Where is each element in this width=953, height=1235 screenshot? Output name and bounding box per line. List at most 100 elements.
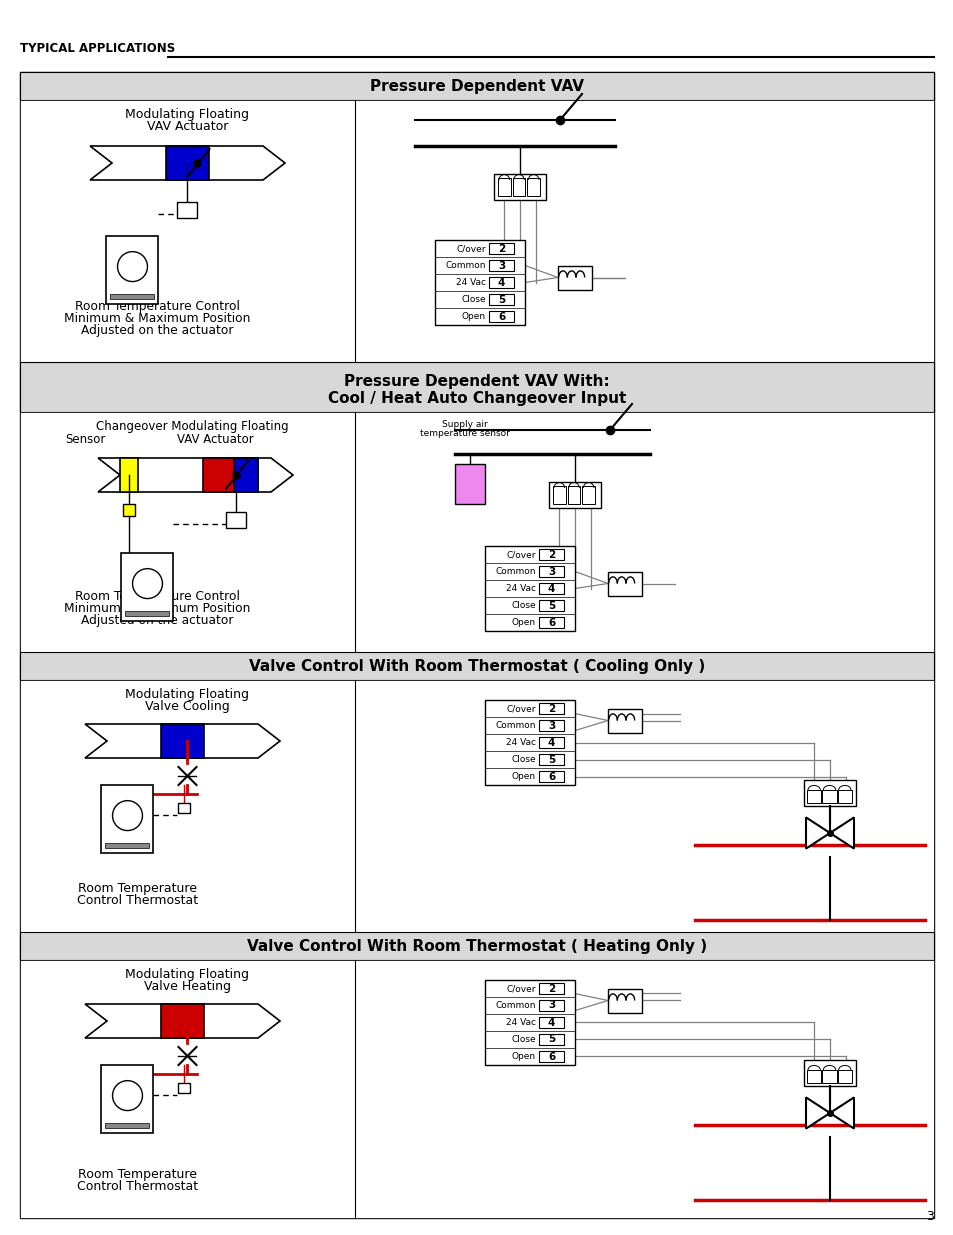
Text: Minimum & Maximum Position: Minimum & Maximum Position xyxy=(64,312,251,325)
Bar xyxy=(111,294,154,299)
Text: 5: 5 xyxy=(497,294,505,305)
Bar xyxy=(558,266,592,289)
Text: Adjusted on the actuator: Adjusted on the actuator xyxy=(81,614,233,627)
Text: 4: 4 xyxy=(547,1018,555,1028)
Text: Valve Cooling: Valve Cooling xyxy=(145,700,230,713)
Text: Cool / Heat Auto Changeover Input: Cool / Heat Auto Changeover Input xyxy=(328,390,625,405)
Bar xyxy=(20,960,933,1218)
Bar xyxy=(435,240,524,325)
Bar xyxy=(538,566,563,578)
Bar xyxy=(527,178,539,196)
Text: C/over: C/over xyxy=(506,984,536,993)
Bar xyxy=(20,412,933,652)
Text: Common: Common xyxy=(445,261,485,270)
Polygon shape xyxy=(829,818,853,848)
Text: Minimum & Maximum Position: Minimum & Maximum Position xyxy=(64,601,251,615)
Text: 3: 3 xyxy=(547,567,555,577)
Text: 24 Vac: 24 Vac xyxy=(505,1018,536,1028)
Bar xyxy=(123,504,135,516)
Polygon shape xyxy=(85,1004,280,1037)
Bar xyxy=(20,652,933,680)
Text: 4: 4 xyxy=(547,583,555,594)
Polygon shape xyxy=(805,1098,829,1129)
Bar xyxy=(106,1123,150,1128)
Bar xyxy=(538,1051,563,1062)
Text: 3: 3 xyxy=(547,720,555,730)
Text: Room Temperature: Room Temperature xyxy=(78,1168,196,1181)
Bar xyxy=(806,1070,821,1083)
Text: Valve Heating: Valve Heating xyxy=(144,981,231,993)
Bar xyxy=(203,458,258,492)
Text: Pressure Dependent VAV With:: Pressure Dependent VAV With: xyxy=(344,373,609,389)
Text: Close: Close xyxy=(511,1035,536,1044)
Bar xyxy=(803,1060,855,1086)
Bar xyxy=(607,572,641,595)
Bar xyxy=(484,546,575,631)
Bar xyxy=(837,790,851,803)
Bar xyxy=(20,362,933,412)
Bar xyxy=(101,1065,153,1132)
Polygon shape xyxy=(98,458,293,492)
Text: 2: 2 xyxy=(497,243,505,253)
Text: C/over: C/over xyxy=(506,704,536,713)
Text: Supply air: Supply air xyxy=(441,420,487,429)
Text: TYPICAL APPLICATIONS: TYPICAL APPLICATIONS xyxy=(20,42,175,56)
Bar xyxy=(538,703,563,715)
Bar xyxy=(837,1070,851,1083)
Text: Modulating Floating: Modulating Floating xyxy=(126,107,250,121)
Bar xyxy=(20,932,933,960)
Text: Sensor: Sensor xyxy=(65,433,105,446)
Bar xyxy=(803,781,855,806)
Bar xyxy=(538,736,563,748)
Text: Open: Open xyxy=(512,618,536,627)
Bar xyxy=(538,983,563,994)
Bar xyxy=(226,513,246,529)
Bar xyxy=(821,1070,836,1083)
Bar xyxy=(121,553,173,621)
Text: 6: 6 xyxy=(547,772,555,782)
Text: 3: 3 xyxy=(925,1210,933,1223)
Text: 3: 3 xyxy=(547,1000,555,1010)
Bar xyxy=(166,146,209,180)
Polygon shape xyxy=(85,724,280,758)
Bar xyxy=(489,242,514,254)
Bar xyxy=(484,700,575,785)
Bar xyxy=(494,174,545,200)
Text: VAV Actuator: VAV Actuator xyxy=(147,120,228,133)
Text: Room Temperature: Room Temperature xyxy=(78,882,196,895)
Polygon shape xyxy=(829,1098,853,1129)
Bar xyxy=(821,790,836,803)
Bar xyxy=(20,100,933,362)
Bar xyxy=(497,178,510,196)
Bar xyxy=(489,259,514,272)
Bar xyxy=(489,310,514,322)
Bar xyxy=(126,611,170,616)
Text: 5: 5 xyxy=(547,600,555,610)
Text: C/over: C/over xyxy=(456,245,485,253)
Text: Room Temperature Control: Room Temperature Control xyxy=(75,300,240,312)
Bar xyxy=(607,709,641,732)
Text: 2: 2 xyxy=(547,983,555,993)
Text: Common: Common xyxy=(495,1002,536,1010)
Text: 6: 6 xyxy=(547,1051,555,1062)
Bar xyxy=(489,294,514,305)
Bar xyxy=(20,680,933,932)
Bar xyxy=(177,203,197,219)
Text: Control Thermostat: Control Thermostat xyxy=(77,894,198,906)
Bar xyxy=(455,464,484,504)
Bar xyxy=(538,1034,563,1046)
Bar xyxy=(161,1004,204,1037)
Bar xyxy=(548,482,600,508)
Bar xyxy=(538,548,563,561)
Text: 3: 3 xyxy=(497,261,505,270)
Text: 5: 5 xyxy=(547,1035,555,1045)
Text: temperature sensor: temperature sensor xyxy=(419,429,510,438)
Bar xyxy=(120,458,138,492)
Bar xyxy=(178,1083,191,1093)
Bar xyxy=(20,72,933,100)
Text: Common: Common xyxy=(495,721,536,730)
Text: Adjusted on the actuator: Adjusted on the actuator xyxy=(81,324,233,337)
Bar xyxy=(106,844,150,848)
Bar xyxy=(538,1016,563,1029)
Bar xyxy=(107,236,158,304)
